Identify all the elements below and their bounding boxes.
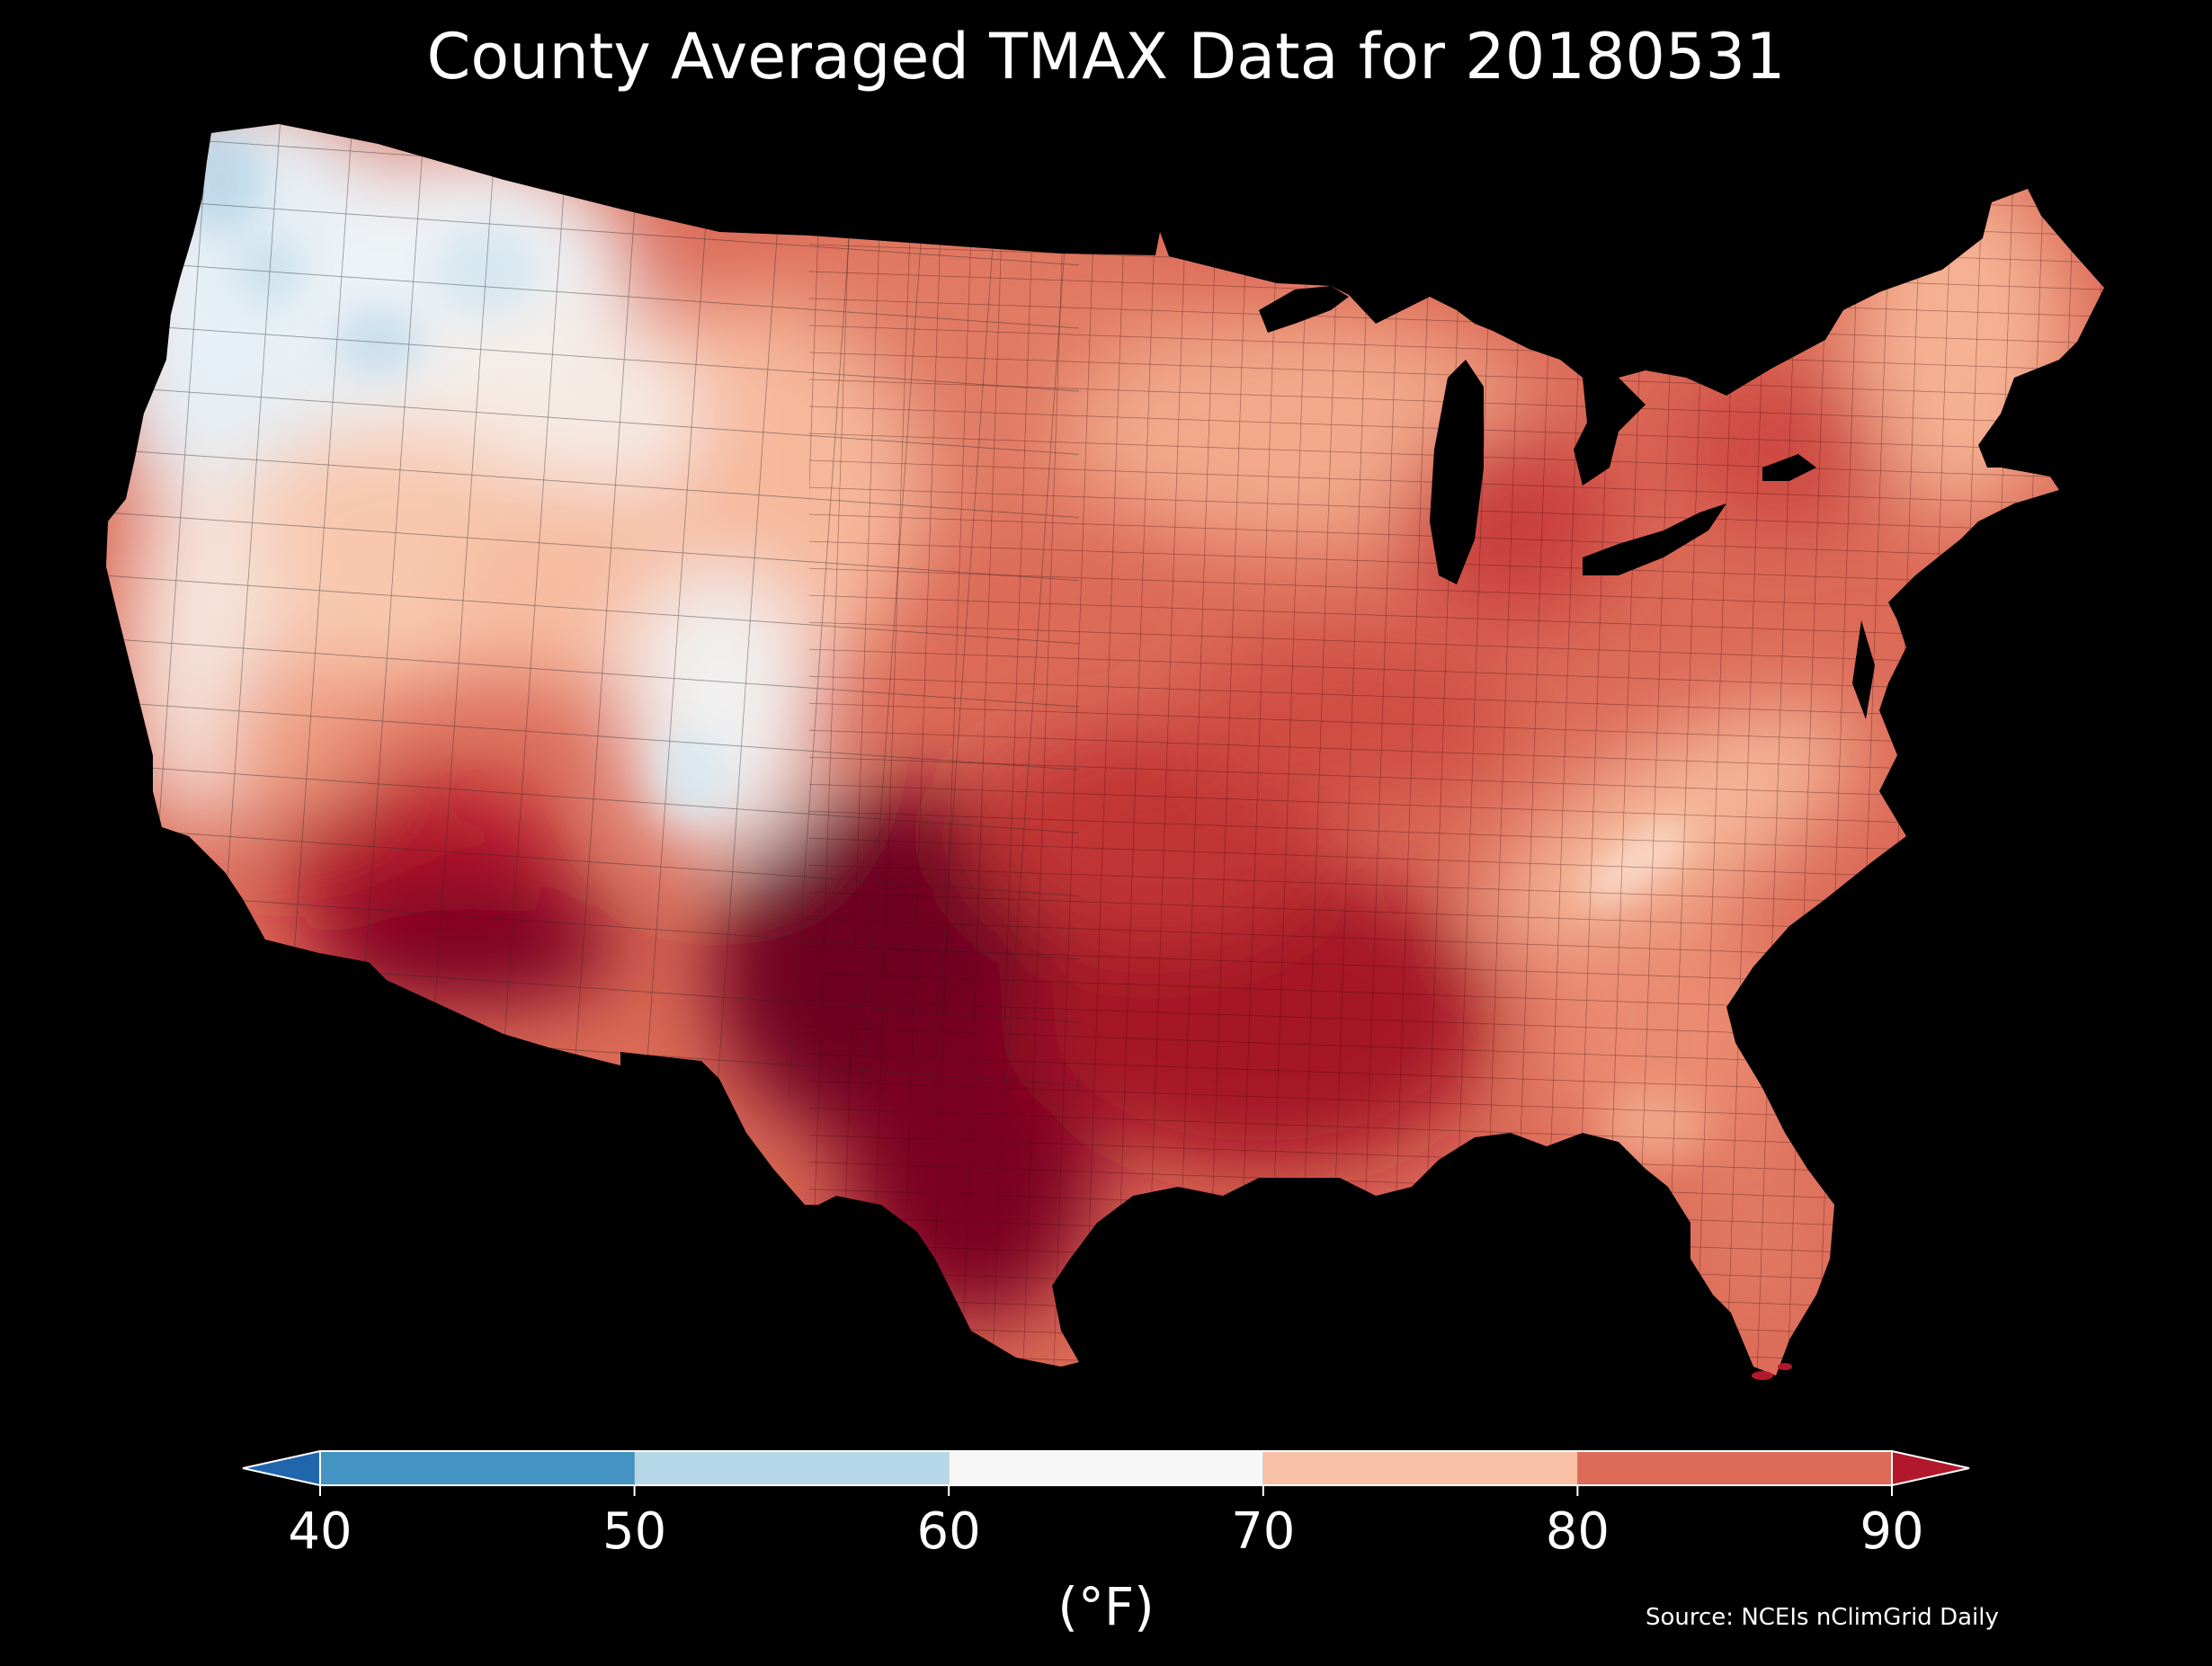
great-lakes: [1259, 286, 1875, 719]
colorbar-bin: [634, 1451, 950, 1485]
colorbar-bin: [320, 1451, 635, 1485]
colorbar-tick-label: 70: [1231, 1502, 1296, 1561]
colorbar-frame: [319, 1450, 1893, 1486]
chart-title: County Averaged TMAX Data for 20180531: [426, 20, 1786, 94]
colorbar-tick-label: 50: [602, 1502, 667, 1561]
source-credit: Source: NCEIs nClimGrid Daily: [1646, 1604, 1999, 1631]
colorbar-unit-label: (°F): [1057, 1576, 1155, 1637]
colorbar-tick-label: 80: [1545, 1502, 1610, 1561]
colorbar-under-arrow: [242, 1449, 321, 1487]
colorbar-bin: [1577, 1451, 1892, 1485]
colorbar-tick-label: 90: [1860, 1502, 1924, 1561]
colorbar-over-arrow: [1891, 1449, 1970, 1487]
colorbar-tick-label: 40: [288, 1502, 352, 1561]
colorbar-tick-label: 60: [916, 1502, 981, 1561]
coastal-islands: [1752, 1363, 1792, 1380]
colorbar-bin: [1262, 1451, 1578, 1485]
colorbar-bin: [949, 1451, 1263, 1485]
